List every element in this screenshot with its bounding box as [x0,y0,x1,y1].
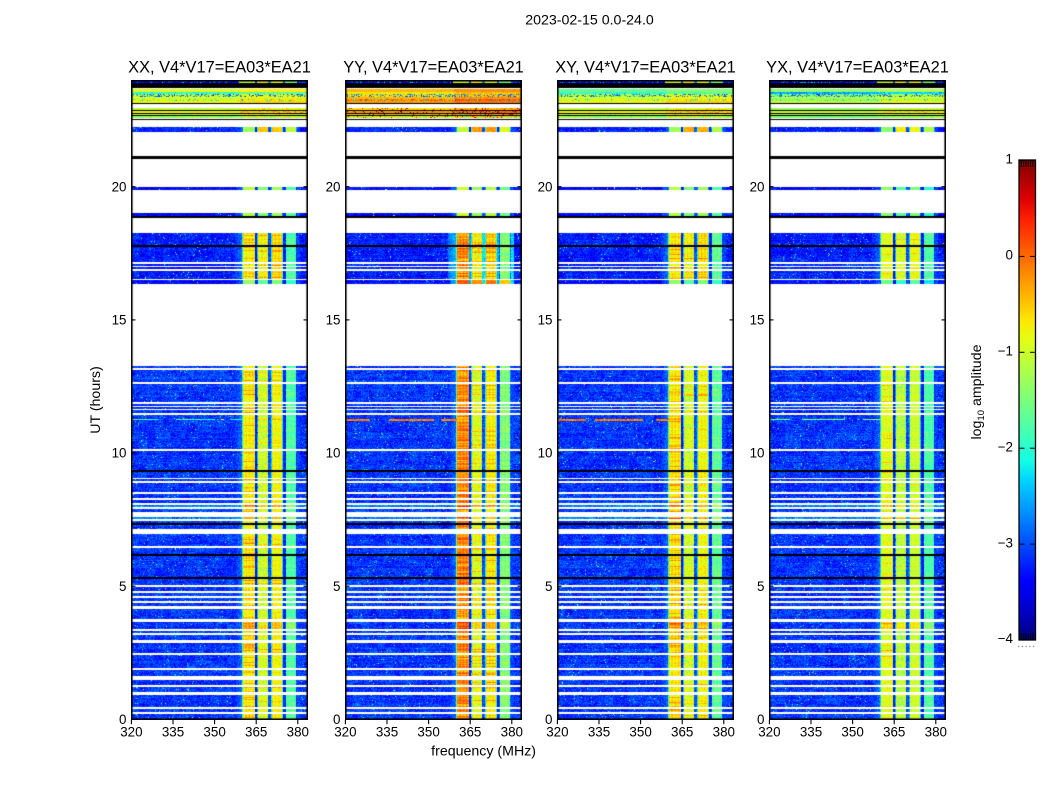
svg-text:335: 335 [800,725,822,740]
svg-text:365: 365 [245,725,267,740]
svg-text:15: 15 [112,313,127,328]
svg-text:365: 365 [883,725,905,740]
svg-text:335: 335 [376,725,398,740]
svg-text:10: 10 [112,446,127,461]
svg-text:15: 15 [326,313,341,328]
svg-text:320: 320 [120,725,142,740]
svg-text:5: 5 [545,579,552,594]
svg-text:335: 335 [162,725,184,740]
svg-text:−2: −2 [998,439,1013,454]
svg-text:335: 335 [588,725,610,740]
svg-text:320: 320 [758,725,780,740]
svg-text:365: 365 [671,725,693,740]
svg-text:YX, V4*V17=EA03*EA21: YX, V4*V17=EA03*EA21 [766,59,949,77]
svg-text:5: 5 [757,579,764,594]
svg-text:320: 320 [546,725,568,740]
svg-text:1: 1 [1006,152,1013,167]
svg-text:10: 10 [326,446,341,461]
svg-text:5: 5 [333,579,340,594]
svg-text:20: 20 [326,179,341,194]
svg-text:0: 0 [757,712,764,727]
svg-text:10: 10 [538,446,553,461]
svg-text:XY, V4*V17=EA03*EA21: XY, V4*V17=EA03*EA21 [555,59,736,77]
svg-text:320: 320 [334,725,356,740]
svg-text:0: 0 [119,712,126,727]
svg-text:350: 350 [841,725,863,740]
svg-text:350: 350 [203,725,225,740]
svg-text:2023-02-15 0.0-24.0: 2023-02-15 0.0-24.0 [525,13,654,29]
svg-text:UT (hours): UT (hours) [88,366,104,434]
svg-text:20: 20 [750,179,765,194]
svg-text:−1: −1 [998,344,1013,359]
svg-text:0: 0 [333,712,340,727]
svg-text:380: 380 [501,725,523,740]
svg-text:380: 380 [925,725,947,740]
svg-text:YY, V4*V17=EA03*EA21: YY, V4*V17=EA03*EA21 [343,59,524,77]
svg-text:15: 15 [538,313,553,328]
svg-text:380: 380 [713,725,735,740]
svg-text:−4: −4 [998,631,1014,646]
svg-text:10: 10 [750,446,765,461]
svg-text:0: 0 [1006,248,1013,263]
svg-text:log10 amplitude: log10 amplitude [969,344,987,439]
svg-text:20: 20 [112,179,127,194]
svg-text:15: 15 [750,313,765,328]
svg-text:0: 0 [545,712,552,727]
svg-text:XX, V4*V17=EA03*EA21: XX, V4*V17=EA03*EA21 [128,59,311,77]
svg-text:frequency (MHz): frequency (MHz) [431,744,536,760]
svg-text:5: 5 [119,579,126,594]
svg-text:−3: −3 [998,535,1013,550]
svg-text:350: 350 [417,725,439,740]
svg-text:350: 350 [629,725,651,740]
svg-text:20: 20 [538,179,553,194]
svg-text:365: 365 [459,725,481,740]
svg-text:380: 380 [287,725,309,740]
